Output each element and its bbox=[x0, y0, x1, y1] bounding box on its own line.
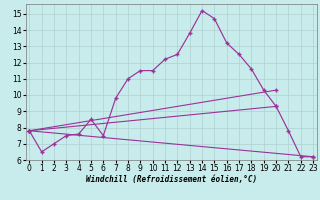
X-axis label: Windchill (Refroidissement éolien,°C): Windchill (Refroidissement éolien,°C) bbox=[86, 175, 257, 184]
